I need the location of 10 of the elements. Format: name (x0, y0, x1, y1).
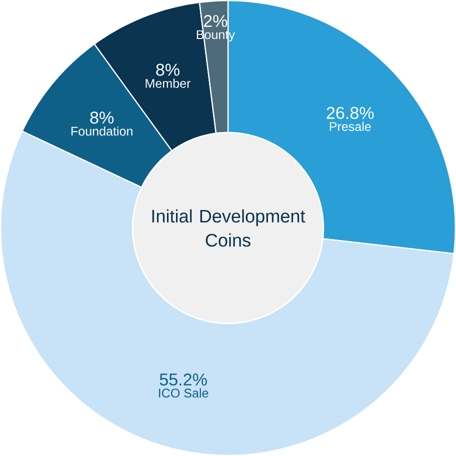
data-label: 26.8% (326, 106, 374, 120)
data-label: 8% (156, 64, 180, 76)
slice-label: ICO Sale (159, 388, 208, 398)
slice-label: Presale (330, 122, 371, 131)
slice-label: Member (146, 78, 191, 88)
data-label: 8% (90, 112, 114, 124)
text: Initial Development Coins (152, 209, 306, 247)
data-label: 55.2% (160, 373, 207, 386)
slice-label: Foundation (71, 126, 132, 136)
data-label: 2% (204, 14, 228, 27)
